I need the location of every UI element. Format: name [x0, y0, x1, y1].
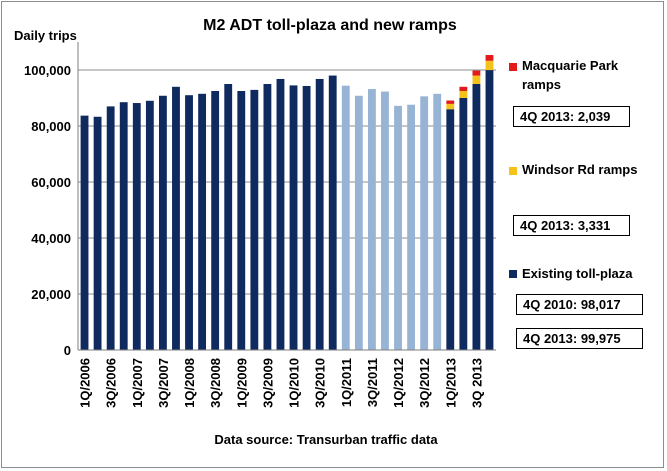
bar-windsor-rd-ramps — [472, 75, 481, 84]
y-tick-labels: 0 20,000 40,000 60,000 80,000 100,000 — [24, 63, 71, 358]
bar-windsor-rd-ramps — [446, 103, 455, 110]
bar-macquarie-park-ramps — [472, 70, 481, 76]
x-tick-label: 3Q/2007 — [156, 358, 171, 408]
bar-existing-toll-plaza — [328, 75, 337, 351]
bar-macquarie-park-ramps — [485, 55, 494, 61]
bar-existing-toll-plaza — [354, 95, 363, 350]
x-tick-label: 1Q/2012 — [391, 358, 406, 408]
y-tick-label: 80,000 — [31, 119, 71, 134]
x-tick-label: 1Q/2007 — [130, 358, 145, 408]
bar-existing-toll-plaza — [341, 85, 350, 351]
legend-swatch-existing — [509, 270, 517, 278]
bar-existing-toll-plaza — [315, 78, 324, 351]
x-tick-label: 1Q/2013 — [443, 358, 458, 408]
bar-existing-toll-plaza — [185, 95, 193, 350]
bar-macquarie-park-ramps — [459, 86, 468, 91]
bar-existing-toll-plaza — [459, 98, 468, 350]
x-tick-label: 1Q/2006 — [78, 358, 93, 408]
bar-existing-toll-plaza — [433, 93, 442, 351]
x-tick-label: 3Q/2012 — [417, 358, 432, 408]
bar-existing-toll-plaza — [158, 95, 167, 350]
y-tick-label: 100,000 — [24, 63, 71, 78]
bar-existing-toll-plaza — [446, 109, 455, 350]
x-tick-label: 3Q/2011 — [365, 358, 380, 407]
bar-existing-toll-plaza — [485, 70, 494, 350]
x-tick-label: 1Q/2009 — [234, 358, 249, 408]
x-tick-label: 3Q/2009 — [260, 358, 275, 408]
x-tick-label: 3Q/2010 — [313, 358, 328, 408]
y-tick-label: 20,000 — [31, 287, 71, 302]
x-tick-label: 1Q/2008 — [182, 358, 197, 408]
bar-existing-toll-plaza — [263, 84, 272, 350]
bar-windsor-rd-ramps — [485, 60, 494, 71]
bar-existing-toll-plaza — [237, 91, 246, 350]
bar-existing-toll-plaza — [211, 91, 220, 350]
y-tick-label: 60,000 — [31, 175, 71, 190]
legend-note-macquarie: 4Q 2013: 2,039 — [513, 106, 630, 127]
bar-existing-toll-plaza — [407, 104, 416, 350]
bar-existing-toll-plaza — [289, 85, 298, 351]
chart-title: M2 ADT toll-plaza and new ramps — [203, 17, 457, 34]
bar-existing-toll-plaza — [198, 93, 207, 351]
y-tick-label: 0 — [64, 343, 71, 358]
bar-existing-toll-plaza — [80, 115, 89, 350]
bar-windsor-rd-ramps — [459, 91, 468, 98]
bar-macquarie-park-ramps — [446, 100, 455, 104]
y-axis-label: Daily trips — [14, 28, 77, 43]
legend-label-windsor: Windsor Rd ramps — [522, 162, 638, 177]
bars — [80, 55, 494, 351]
x-tick-label: 1Q/2011 — [339, 358, 354, 407]
bar-existing-toll-plaza — [250, 89, 259, 350]
bar-existing-toll-plaza — [172, 86, 180, 351]
bar-existing-toll-plaza — [224, 84, 233, 350]
x-tick-label: 3Q/2008 — [208, 358, 223, 408]
bar-existing-toll-plaza — [381, 91, 389, 350]
bar-existing-toll-plaza — [367, 89, 376, 350]
bar-existing-toll-plaza — [119, 102, 128, 350]
x-tick-labels: 1Q/2006 3Q/2006 1Q/2007 3Q/2007 1Q/2008 3Q/20… — [78, 358, 485, 408]
legend-label-macquarie: Macquarie Park ramps — [522, 58, 619, 92]
bar-existing-toll-plaza — [145, 100, 154, 350]
legend-label-existing: Existing toll-plaza — [522, 266, 633, 281]
x-tick-label: 3Q 2013 — [469, 358, 484, 408]
x-tick-label: 1Q/2010 — [287, 358, 302, 408]
bar-existing-toll-plaza — [472, 84, 481, 350]
y-tick-label: 40,000 — [31, 231, 71, 246]
legend-swatch-macquarie — [509, 63, 517, 71]
bar-existing-toll-plaza — [394, 105, 402, 350]
bar-existing-toll-plaza — [276, 78, 285, 351]
bar-existing-toll-plaza — [93, 116, 102, 350]
bar-existing-toll-plaza — [302, 85, 311, 351]
legend-note-existing-2013: 4Q 2013: 99,975 — [516, 328, 643, 349]
bar-existing-toll-plaza — [420, 96, 429, 350]
x-tick-label: 3Q/2006 — [104, 358, 119, 408]
legend-note-windsor: 4Q 2013: 3,331 — [513, 215, 630, 236]
legend-note-existing-2010: 4Q 2010: 98,017 — [516, 294, 643, 315]
source-note: Data source: Transurban traffic data — [214, 432, 438, 447]
legend-swatch-windsor — [509, 167, 517, 175]
bar-existing-toll-plaza — [132, 103, 141, 350]
bar-existing-toll-plaza — [106, 106, 115, 351]
